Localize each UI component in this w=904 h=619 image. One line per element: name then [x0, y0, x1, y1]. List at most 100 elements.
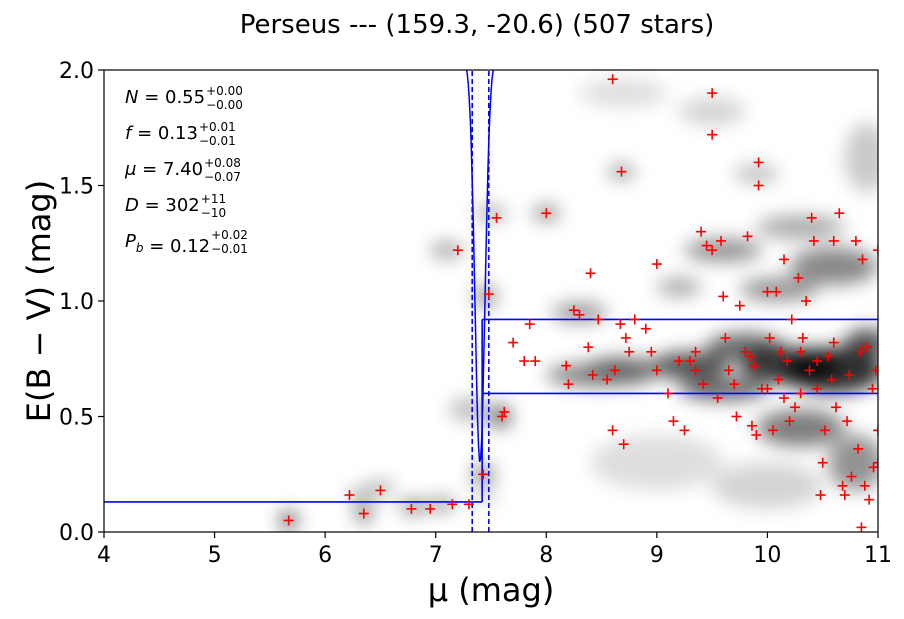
star-marker: [425, 503, 436, 514]
star-marker: [828, 235, 839, 246]
star-marker: [707, 88, 718, 99]
fit-parameter-minus: −0.01: [199, 134, 236, 148]
density-clump: [828, 434, 878, 491]
star-marker: [463, 499, 474, 510]
star-marker: [734, 300, 745, 311]
y-tick-label: 2.0: [59, 59, 94, 84]
star-marker: [793, 272, 804, 283]
distance-posterior-curve: [465, 70, 495, 462]
star-marker: [707, 245, 718, 256]
star-marker: [452, 245, 463, 256]
fit-parameter-label: f: [125, 123, 134, 144]
star-marker: [375, 485, 386, 496]
star-marker: [447, 499, 458, 510]
star-marker: [801, 296, 812, 306]
x-tick-label: 7: [429, 543, 443, 568]
density-clump: [400, 499, 427, 514]
star-marker: [624, 346, 635, 357]
star-marker: [837, 480, 848, 491]
model-lines: [104, 70, 878, 532]
star-marker: [729, 379, 740, 390]
star-marker: [868, 462, 878, 473]
star-marker: [795, 346, 806, 357]
fit-parameter-plus: +0.00: [206, 84, 243, 98]
fit-parameter-label: P: [125, 231, 136, 252]
star-marker: [616, 166, 627, 177]
density-clump: [684, 238, 762, 262]
fit-parameter-value: = 7.40: [136, 159, 203, 180]
fit-parameter-label: μ: [124, 159, 136, 180]
star-marker: [808, 235, 819, 246]
star-marker: [358, 508, 369, 519]
star-marker: [568, 305, 579, 316]
density-clump: [734, 164, 779, 184]
star-marker: [602, 374, 613, 385]
x-axis: 4 5 6 7 8 9 10 11: [97, 532, 892, 568]
star-marker: [873, 425, 878, 436]
fit-parameter-label: N: [125, 87, 138, 108]
star-marker: [746, 420, 757, 431]
density-clump: [590, 434, 724, 491]
density-clump: [844, 328, 878, 357]
star-marker: [593, 314, 604, 325]
fit-parameter: N = 0.55: [125, 87, 205, 108]
star-marker: [815, 490, 826, 501]
x-tick-label: 4: [97, 543, 111, 568]
density-clump: [756, 409, 845, 447]
star-marker: [698, 379, 709, 390]
density-clump: [678, 377, 768, 401]
star-marker: [508, 337, 519, 348]
star-marker: [668, 416, 679, 427]
star-marker: [662, 388, 673, 399]
star-marker: [712, 393, 723, 404]
star-marker: [651, 259, 662, 270]
star-marker: [344, 490, 355, 501]
star-marker: [844, 369, 855, 380]
star-marker: [762, 286, 773, 297]
star-marker: [561, 360, 572, 371]
star-marker: [720, 332, 731, 343]
fit-parameters: N = 0.55 +0.00−0.00f = 0.13 +0.01−0.01μ = …: [124, 84, 248, 257]
y-axis: 0.0 0.5 1.0 1.5 2.0: [59, 59, 104, 546]
density-clump: [784, 347, 878, 394]
star-marker: [530, 356, 541, 367]
star-marker: [819, 425, 830, 436]
star-marker: [870, 365, 878, 376]
star-marker: [806, 212, 817, 223]
density-clump: [448, 398, 489, 422]
density-clump: [427, 497, 455, 512]
fit-parameter-value: = 0.13: [131, 123, 198, 144]
star-marker: [718, 291, 729, 302]
star-marker: [771, 286, 782, 297]
star-marker: [491, 212, 502, 223]
star-marker: [524, 319, 535, 330]
star-marker: [563, 379, 574, 390]
star-marker: [646, 346, 657, 357]
star-marker: [701, 240, 712, 251]
star-marker: [740, 346, 751, 357]
star-marker: [685, 356, 696, 367]
star-marker: [749, 360, 760, 371]
star-marker: [519, 356, 530, 367]
star-marker: [812, 356, 823, 367]
star-marker: [753, 157, 764, 168]
star-marker: [764, 332, 775, 343]
star-marker: [864, 494, 875, 505]
star-marker: [615, 319, 626, 330]
star-marker: [651, 365, 662, 376]
star-marker: [779, 393, 790, 404]
star-marker: [790, 402, 801, 413]
star-marker: [679, 425, 690, 436]
star-marker: [707, 129, 718, 140]
star-marker: [817, 457, 828, 468]
density-clump: [678, 97, 746, 126]
star-marker: [830, 402, 841, 413]
fit-parameter-minus: −0.01: [211, 242, 248, 256]
star-marker: [857, 254, 868, 265]
star-marker: [751, 429, 762, 440]
star-marker: [731, 411, 742, 422]
density-clump: [590, 356, 657, 375]
star-marker: [696, 226, 707, 237]
star-marker: [773, 374, 784, 385]
